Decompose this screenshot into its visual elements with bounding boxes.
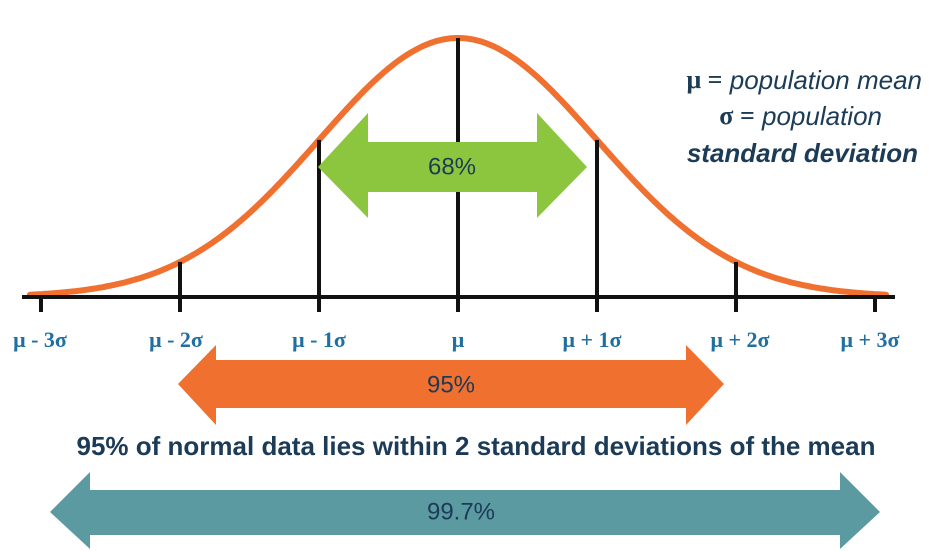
legend-text: population mean [729, 65, 922, 95]
axis-label: μ - 3σ [13, 327, 67, 352]
legend-symbol: σ = [719, 101, 754, 130]
axis-label: μ - 1σ [292, 327, 346, 352]
legend-line: μ = population mean [686, 65, 922, 95]
axis-label: μ - 2σ [149, 327, 203, 352]
legend-line: σ = population [719, 101, 882, 131]
legend: μ = population mean σ = population stand… [686, 65, 922, 168]
legend-line: standard deviation [687, 138, 918, 168]
caption: 95% of normal data lies within 2 standar… [77, 431, 876, 461]
arrow-997 [50, 472, 880, 549]
arrow-label: 99.7% [427, 498, 495, 525]
arrow-label: 95% [427, 371, 475, 398]
legend-symbol: μ = [686, 65, 722, 94]
axis-labels: μ - 3σ μ - 2σ μ - 1σ μ μ + 1σ μ + 2σ μ +… [13, 327, 899, 352]
axis-label: μ + 3σ [841, 327, 900, 352]
arrow-label: 68% [428, 153, 476, 180]
axis-label: μ [452, 327, 465, 352]
legend-text: population [761, 101, 882, 131]
axis-label: μ + 2σ [711, 327, 770, 352]
axis-label: μ + 1σ [563, 327, 622, 352]
arrow-68 [318, 113, 587, 218]
arrow-95 [178, 345, 724, 425]
